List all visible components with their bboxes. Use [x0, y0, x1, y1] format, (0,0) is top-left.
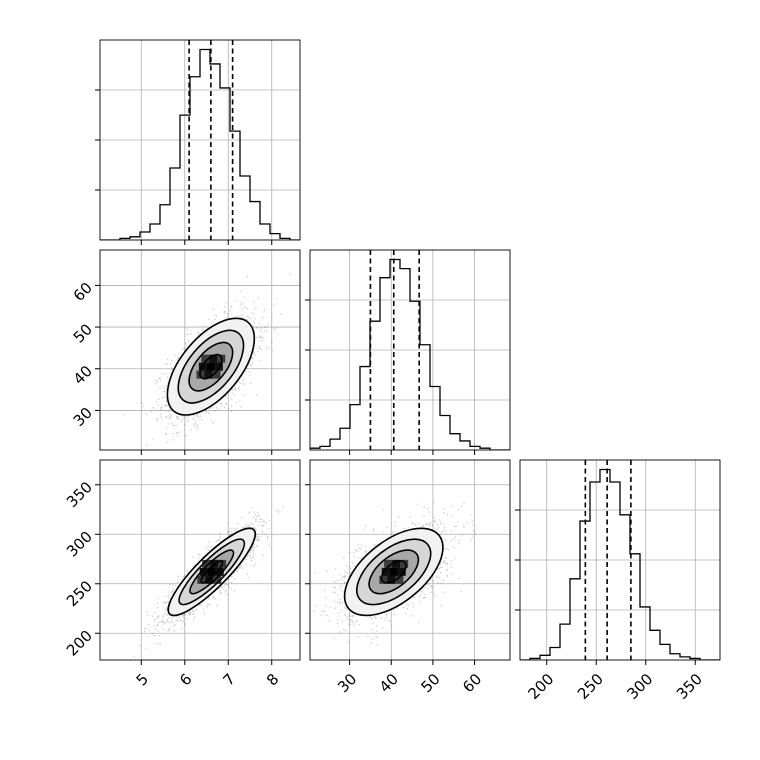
panel-plot-area — [310, 250, 510, 450]
density-cell — [204, 370, 213, 379]
x-tick-label: 40 — [376, 670, 402, 696]
panel-frame — [99, 39, 301, 241]
contour-line — [199, 353, 223, 380]
density-cell — [381, 567, 390, 576]
density-cell — [207, 567, 216, 576]
x-tick-label: 8 — [263, 670, 282, 689]
density-cell — [199, 567, 208, 576]
contour-line — [343, 527, 444, 617]
panel-plot-area — [100, 250, 300, 450]
panel-p3-p3: 200 250 300 350 — [515, 459, 721, 703]
x-tick-label: 60 — [459, 670, 485, 696]
panel-frame — [309, 249, 511, 451]
density-cell — [213, 575, 222, 584]
contour-line — [200, 560, 224, 584]
panel-plot-area — [100, 460, 300, 660]
panel-p3-p1: 200 250 300 350 5 6 7 8 — [63, 459, 301, 690]
contour-line — [166, 317, 256, 416]
y-tick-label: 40 — [70, 362, 96, 388]
panel-plot-area — [100, 40, 300, 240]
panel-frame — [309, 459, 511, 661]
density-cell — [202, 559, 211, 568]
density-cell — [206, 362, 215, 371]
histogram-step-line — [100, 48, 300, 240]
contour-line — [189, 549, 235, 595]
x-tick-label: 5 — [133, 670, 152, 689]
contour-line — [177, 329, 245, 404]
x-tick-label: 300 — [624, 670, 657, 703]
contour-line — [178, 538, 246, 606]
y-tick-label: 30 — [70, 404, 96, 430]
density-cell — [387, 575, 396, 584]
density-cell — [379, 575, 388, 584]
density-cell — [215, 567, 224, 576]
panel-p3-p2: 30 40 50 60 — [305, 459, 511, 696]
contour-line — [368, 549, 420, 595]
panel-p2-p2 — [305, 249, 511, 455]
panel-p2-p1: 30 40 50 60 — [70, 249, 301, 455]
x-tick-label: 30 — [334, 670, 360, 696]
x-tick-label: 6 — [176, 670, 195, 689]
density-cell — [201, 354, 210, 363]
density-cell — [397, 567, 406, 576]
x-tick-label: 200 — [525, 670, 558, 703]
panel-plot-area — [310, 460, 510, 660]
panel-p1-p1 — [95, 39, 301, 245]
y-tick-label: 350 — [63, 478, 96, 511]
panel-frame — [99, 249, 301, 451]
density-cell — [392, 559, 401, 568]
density-cell — [384, 559, 393, 568]
panel-plot-area — [520, 460, 720, 660]
x-tick-label: 7 — [220, 670, 239, 689]
histogram-step-line — [310, 258, 510, 450]
y-tick-label: 50 — [70, 320, 96, 346]
density-cell — [389, 567, 398, 576]
contour-line — [380, 560, 407, 584]
x-tick-label: 50 — [417, 670, 443, 696]
x-tick-label: 350 — [673, 670, 706, 703]
y-tick-label: 300 — [63, 528, 96, 561]
density-cell — [400, 559, 409, 568]
x-tick-label: 250 — [574, 670, 607, 703]
density-cell — [209, 354, 218, 363]
panel-frame — [519, 459, 721, 661]
histogram-step-line — [520, 468, 720, 660]
density-cell — [212, 370, 221, 379]
contour-line — [167, 527, 257, 617]
y-tick-label: 200 — [63, 627, 96, 660]
contour-line — [356, 538, 432, 606]
y-tick-label: 60 — [70, 279, 96, 305]
density-cell — [395, 575, 404, 584]
contour-line — [188, 341, 234, 392]
panel-frame — [99, 459, 301, 661]
y-tick-label: 250 — [63, 577, 96, 610]
